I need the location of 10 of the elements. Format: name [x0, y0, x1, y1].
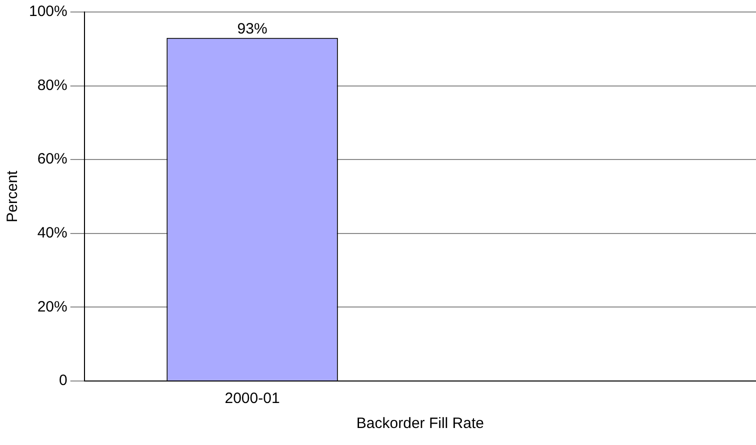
y-tick-label: 100% [28, 3, 68, 20]
y-tick-label: 80% [37, 76, 68, 94]
y-tick-label: 20% [37, 298, 68, 316]
data-label: 93% [237, 20, 268, 38]
y-tick-label: 60% [37, 150, 68, 168]
y-tick-label: 40% [37, 224, 68, 242]
x-tick-label: 2000-01 [224, 390, 280, 408]
x-axis-title: Backorder Fill Rate [356, 415, 484, 432]
y-tick-label: 0 [59, 372, 68, 390]
y-axis-title: Percent [4, 170, 22, 222]
